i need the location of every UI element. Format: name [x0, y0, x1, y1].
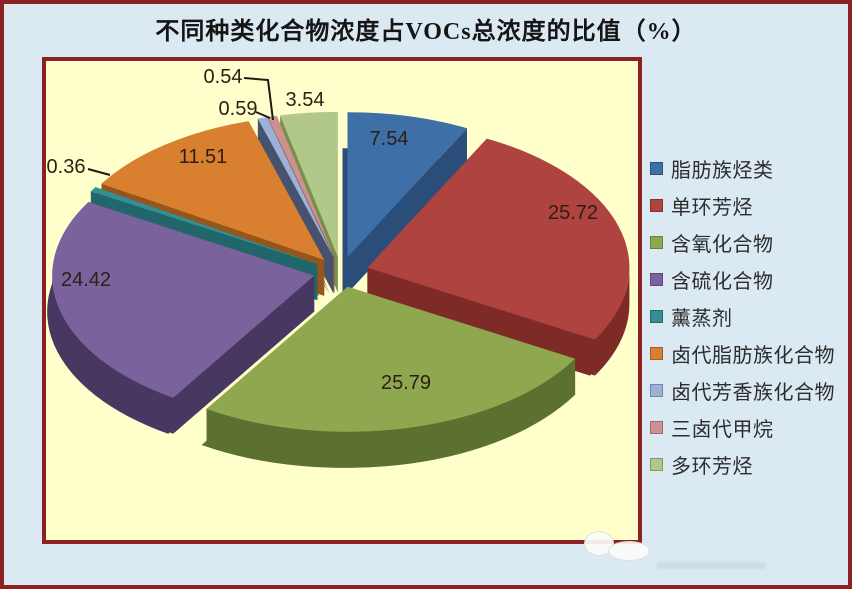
- legend-swatch-icon: [650, 273, 663, 286]
- data-label: 25.79: [381, 372, 431, 394]
- legend-item: 含硫化合物: [650, 268, 835, 293]
- legend-label: 薰蒸剂: [671, 308, 733, 330]
- pie-slice: [90, 187, 318, 265]
- legend-item: 三卤代甲烷: [650, 416, 835, 441]
- label-leader-line: [255, 111, 271, 119]
- legend-swatch-icon: [650, 347, 663, 360]
- data-label: 0.54: [204, 66, 243, 88]
- legend-swatch-icon: [650, 458, 663, 471]
- pie-slice: [101, 121, 325, 260]
- legend-swatch-icon: [650, 384, 663, 397]
- label-leader-line: [87, 168, 111, 176]
- legend-label: 三卤代甲烷: [671, 419, 774, 441]
- legend-swatch-icon: [650, 199, 663, 212]
- legend-label: 单环芳烃: [671, 197, 753, 219]
- pie-slice: [52, 202, 315, 398]
- pie-slice: [206, 286, 576, 432]
- data-label: 11.51: [179, 146, 228, 168]
- legend-label: 含氧化合物: [671, 234, 774, 256]
- label-leader-line: [243, 77, 274, 121]
- pie-slice: [257, 117, 334, 258]
- legend-swatch-icon: [650, 310, 663, 323]
- data-label: 25.72: [548, 202, 598, 224]
- legend: 脂肪族烃类单环芳烃含氧化合物含硫化合物薰蒸剂卤代脂肪族化合物 卤代芳香族化合物 三卤…: [650, 157, 835, 490]
- pie-slice-rim: [594, 267, 630, 376]
- pie-slice-rim: [206, 358, 576, 468]
- legend-item: 脂肪族烃类: [650, 157, 835, 182]
- legend-item: 薰蒸剂: [650, 305, 835, 330]
- pie-slice-wall: [347, 128, 467, 294]
- legend-item: 卤代芳香族化合物: [650, 379, 835, 404]
- watermark-cloud-icon: [608, 541, 650, 561]
- legend-label: 多环芳烃: [671, 456, 753, 478]
- legend-swatch-icon: [650, 162, 663, 175]
- pie-slice: [347, 112, 467, 258]
- data-label: 0.59: [219, 98, 258, 120]
- legend-item: 含氧化合物: [650, 231, 835, 256]
- data-label: 0.36: [47, 156, 86, 178]
- legend-item: 单环芳烃: [650, 194, 835, 219]
- watermark-streak: [656, 562, 766, 569]
- legend-item: 卤代脂肪族化合物: [650, 342, 835, 367]
- pie-slice: [267, 115, 335, 258]
- pie-slice-wall: [173, 275, 315, 434]
- legend-item: 多环芳烃: [650, 453, 835, 478]
- legend-label: 卤代脂肪族化合物: [671, 345, 835, 367]
- legend-label: 含硫化合物: [671, 271, 774, 293]
- pie-slice: [367, 138, 630, 340]
- chart-title: 不同种类化合物浓度占VOCs总浓度的比值（%）: [155, 19, 697, 45]
- legend-label: 脂肪族烃类: [671, 160, 774, 182]
- legend-label: 卤代芳香族化合物: [671, 382, 835, 404]
- pie-slice: [280, 111, 338, 257]
- pie-slice-rim: [52, 275, 174, 434]
- legend-swatch-icon: [650, 236, 663, 249]
- data-label: 7.54: [370, 128, 409, 150]
- data-label: 24.42: [61, 269, 111, 291]
- legend-swatch-icon: [650, 421, 663, 434]
- data-label: 3.54: [286, 89, 325, 111]
